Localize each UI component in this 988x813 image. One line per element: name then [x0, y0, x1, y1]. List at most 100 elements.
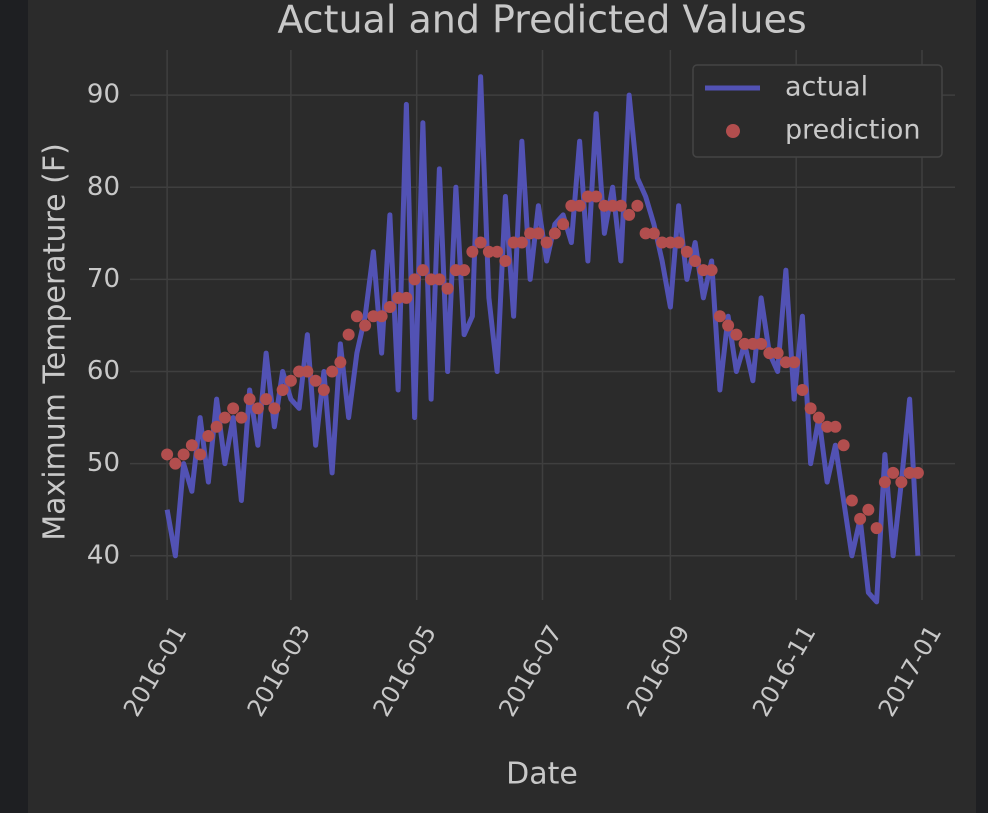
scatter-point [268, 402, 281, 415]
legend: actual prediction [692, 64, 943, 158]
scatter-point [862, 503, 875, 516]
chart-title: Actual and Predicted Values [277, 0, 806, 42]
scatter-point [515, 236, 528, 249]
scatter-point [606, 199, 619, 212]
scatter-point [532, 227, 545, 240]
scatter-point [730, 328, 743, 341]
scatter-point [375, 310, 388, 323]
scatter-point [837, 439, 850, 452]
scatter-point [557, 218, 570, 231]
legend-swatch [726, 124, 740, 138]
scatter-point [639, 227, 652, 240]
scatter-point [771, 347, 784, 360]
scatter-point [474, 236, 487, 249]
scatter-point [631, 199, 644, 212]
legend-label: actual [785, 72, 868, 103]
side-strip [0, 0, 28, 813]
scatter-point [887, 466, 900, 479]
scatter-point [425, 273, 438, 286]
scatter-point [416, 264, 429, 277]
scatter-point [614, 199, 627, 212]
scatter-point [161, 448, 174, 461]
scatter-point [581, 190, 594, 203]
scatter-point [746, 337, 759, 350]
y-tick-label: 90 [87, 80, 120, 110]
y-tick-label: 70 [87, 264, 120, 294]
scatter-point [565, 199, 578, 212]
scatter-point [301, 365, 314, 378]
x-axis-label: Date [506, 757, 578, 792]
scatter-point [185, 439, 198, 452]
scatter-point [342, 328, 355, 341]
scatter-point [243, 393, 256, 406]
scatter-point [491, 245, 504, 258]
scatter-point [755, 337, 768, 350]
scatter-point [878, 476, 891, 489]
y-tick-label: 60 [87, 356, 120, 386]
scatter-point [326, 365, 339, 378]
scatter-point [507, 236, 520, 249]
scatter-point [763, 347, 776, 360]
scatter-point [482, 245, 495, 258]
scatter-point [812, 411, 825, 424]
scatter-point [854, 512, 867, 525]
scatter-point [293, 365, 306, 378]
scatter-point [623, 208, 636, 221]
scatter-point [722, 319, 735, 332]
scatter-point [845, 494, 858, 507]
scatter-point [408, 273, 421, 286]
scatter-point [689, 254, 702, 267]
scatter-point [433, 273, 446, 286]
scatter-point [218, 411, 231, 424]
scatter-point [317, 383, 330, 396]
scatter-point [738, 337, 751, 350]
scatter-point [400, 291, 413, 304]
scatter-point [590, 190, 603, 203]
y-axis-label: Maximum Temperature (F) [38, 143, 73, 541]
scatter-point [664, 236, 677, 249]
scatter-point [177, 448, 190, 461]
scatter-point [235, 411, 248, 424]
scatter-point [573, 199, 586, 212]
y-tick-label: 80 [87, 172, 120, 202]
scatter-point [779, 356, 792, 369]
scatter-point [821, 420, 834, 433]
scatter-point [350, 310, 363, 323]
scatter-point [210, 420, 223, 433]
scatter-point [895, 476, 908, 489]
scatter-point [251, 402, 264, 415]
scatter-point [672, 236, 685, 249]
scatter-point [656, 236, 669, 249]
scatter-point [647, 227, 660, 240]
scatter-point [202, 430, 215, 443]
scatter-point [260, 393, 273, 406]
scatter-point [392, 291, 405, 304]
scatter-point [383, 301, 396, 314]
scatter-point [713, 310, 726, 323]
legend-label: prediction [785, 115, 920, 146]
scatter-point [870, 522, 883, 535]
scatter-point [705, 264, 718, 277]
scatter-point [309, 374, 322, 387]
scatter-point [284, 374, 297, 387]
scatter-point [169, 457, 182, 470]
scatter-point [829, 420, 842, 433]
y-tick-label: 50 [87, 448, 120, 478]
scatter-point [466, 245, 479, 258]
scatter-point [598, 199, 611, 212]
scatter-point [194, 448, 207, 461]
scatter-point [334, 356, 347, 369]
scatter-point [449, 264, 462, 277]
scatter-point [903, 466, 916, 479]
scatter-point [548, 227, 561, 240]
scatter-point [499, 254, 512, 267]
scatter-point [697, 264, 710, 277]
scatter-point [911, 466, 924, 479]
scatter-point [540, 236, 553, 249]
scatter-point [788, 356, 801, 369]
scatter-point [804, 402, 817, 415]
scatter-point [276, 383, 289, 396]
scatter-point [680, 245, 693, 258]
plot [161, 74, 924, 605]
